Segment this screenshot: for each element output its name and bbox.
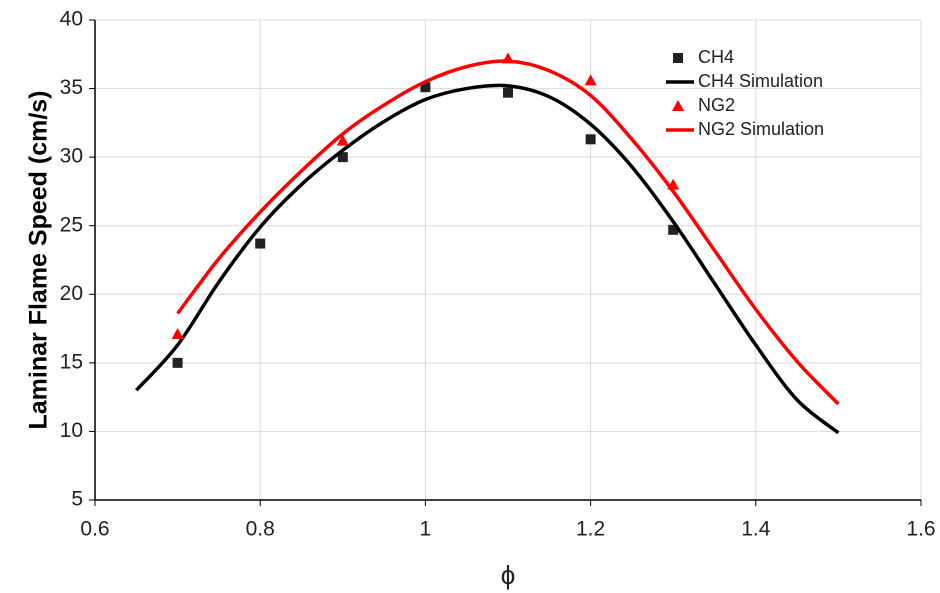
marker [672,100,684,111]
marker [420,82,431,93]
marker [337,152,348,163]
y-tick-label: 5 [71,488,83,511]
y-axis-label: Laminar Flame Speed (cm/s) [25,90,53,429]
marker [172,357,183,368]
y-tick-label: 35 [60,76,83,99]
legend-label: CH4 Simulation [698,71,823,91]
x-tick-label: 1.2 [576,518,605,541]
x-tick-label: 0.8 [246,518,275,541]
y-tick-label: 40 [60,8,83,31]
x-tick-label: 1.4 [741,518,771,541]
marker [503,87,513,98]
marker [336,134,349,146]
x-tick-label: 1.6 [906,518,935,541]
marker [673,53,683,63]
x-tick-label: 0.6 [80,518,109,541]
marker [255,238,266,249]
legend-label: NG2 Simulation [698,119,824,139]
line [135,83,840,435]
line [176,59,840,406]
x-tick-label: 1 [420,518,432,541]
y-tick-label: 30 [60,145,83,168]
y-tick-label: 15 [60,350,83,373]
y-tick-label: 25 [60,213,83,236]
marker [668,224,679,235]
y-tick-label: 10 [60,419,83,442]
x-axis-label: ϕ [501,560,516,590]
marker [585,134,596,145]
y-tick-label: 20 [60,282,83,305]
marker [171,328,184,340]
legend-label: NG2 [698,95,735,115]
marker [584,74,597,86]
legend-label: CH4 [698,47,734,67]
